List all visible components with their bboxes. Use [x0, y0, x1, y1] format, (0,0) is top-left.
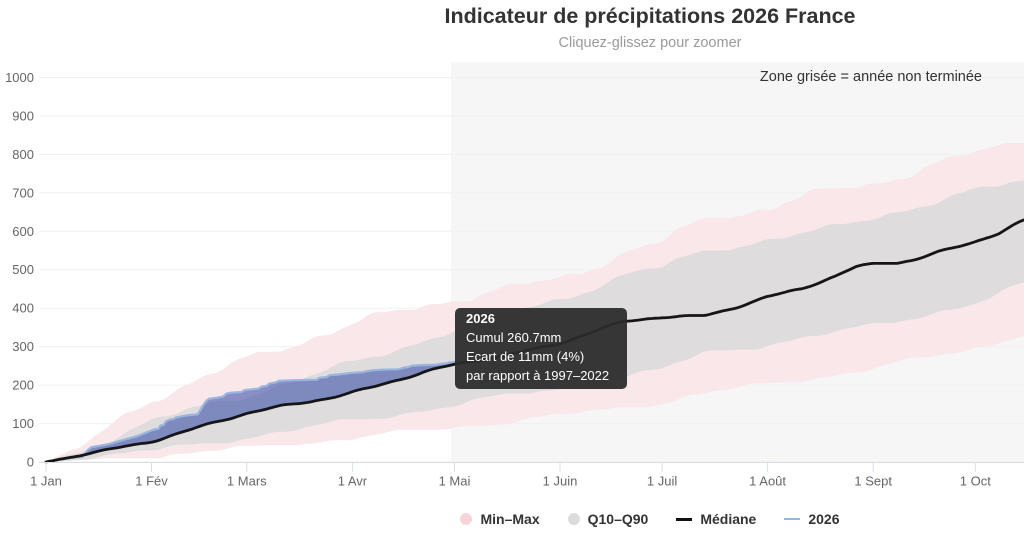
svg-text:900: 900 — [12, 108, 34, 123]
svg-text:1 Fév: 1 Fév — [135, 474, 168, 489]
svg-text:200: 200 — [12, 378, 34, 393]
svg-text:1 Mai: 1 Mai — [439, 474, 471, 489]
svg-text:1 Mars: 1 Mars — [227, 474, 267, 489]
svg-text:100: 100 — [12, 416, 34, 431]
svg-text:700: 700 — [12, 185, 34, 200]
svg-text:1000: 1000 — [5, 70, 34, 85]
svg-text:800: 800 — [12, 147, 34, 162]
svg-text:600: 600 — [12, 224, 34, 239]
svg-text:1 Sept: 1 Sept — [854, 474, 892, 489]
svg-text:300: 300 — [12, 339, 34, 354]
svg-text:Zone grisée = année non termin: Zone grisée = année non terminée — [760, 69, 982, 85]
svg-text:400: 400 — [12, 301, 34, 316]
svg-text:1 Juil: 1 Juil — [647, 474, 677, 489]
svg-text:1 Jan: 1 Jan — [30, 474, 62, 489]
svg-text:1 Juin: 1 Juin — [543, 474, 578, 489]
svg-text:0: 0 — [27, 455, 34, 470]
svg-text:1 Août: 1 Août — [749, 474, 786, 489]
svg-text:500: 500 — [12, 262, 34, 277]
svg-text:1 Avr: 1 Avr — [338, 474, 368, 489]
svg-text:1 Oct: 1 Oct — [960, 474, 991, 489]
